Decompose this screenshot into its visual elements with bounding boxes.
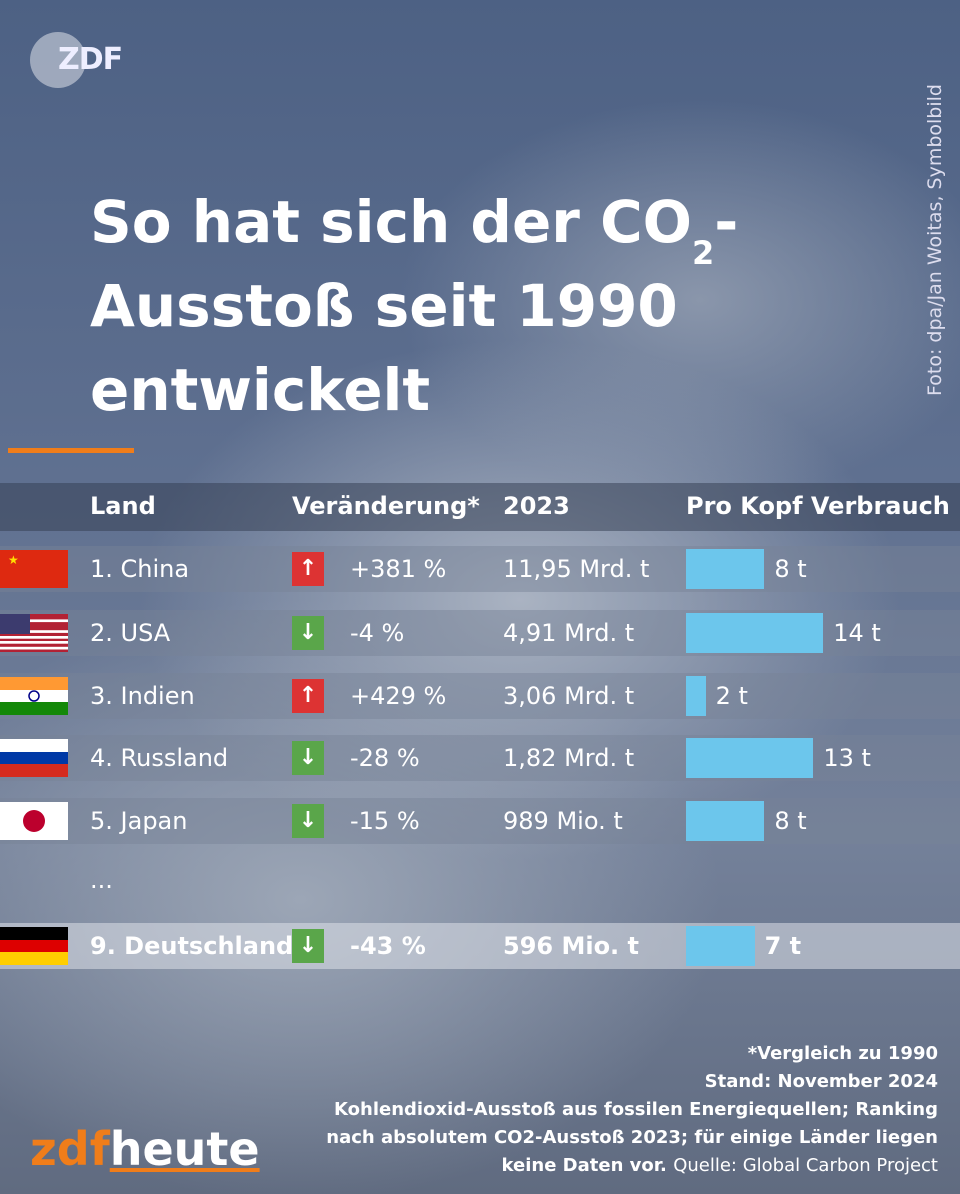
change: +381 %	[350, 555, 447, 583]
per-capita-label: 8 t	[774, 555, 807, 583]
trend-arrow: ↑	[292, 552, 324, 586]
flag	[0, 739, 68, 781]
per-capita-label: 2 t	[715, 682, 748, 710]
per-capita-label: 14 t	[833, 619, 881, 647]
logo: ZDF	[58, 42, 123, 77]
emissions: 3,06 Mrd. t	[503, 682, 635, 710]
change: +429 %	[350, 682, 447, 710]
flag-icon: ★	[0, 550, 68, 588]
country: 5. Japan	[90, 807, 188, 835]
table-row: 3. Indien ↑ +429 % 3,06 Mrd. t 2 t	[0, 673, 960, 719]
change: -15 %	[350, 807, 420, 835]
description-text: Kohlendioxid-Ausstoß aus fossilen Energi…	[326, 1099, 938, 1176]
title-subscript: 2	[691, 234, 715, 272]
country: 4. Russland	[90, 744, 229, 772]
flag-icon	[0, 614, 68, 661]
accent-line	[8, 448, 134, 453]
emissions: 989 Mio. t	[503, 807, 623, 835]
flag: ★	[0, 550, 68, 592]
emissions: 4,91 Mrd. t	[503, 619, 635, 647]
flag-icon	[0, 739, 68, 777]
footnote: *Vergleich zu 1990	[747, 1043, 938, 1064]
flag-icon	[0, 927, 68, 965]
per-capita-bar	[686, 613, 824, 653]
table-row: 2. USA ↓ -4 % 4,91 Mrd. t 14 t	[0, 610, 960, 661]
title-text: So hat sich der CO	[90, 188, 692, 256]
table-header: Land Veränderung* 2023 Pro Kopf Verbrauc…	[0, 483, 960, 531]
country: 3. Indien	[90, 682, 195, 710]
emissions: 11,95 Mrd. t	[503, 555, 650, 583]
country: 2. USA	[90, 619, 171, 647]
header-cell: 2023	[503, 492, 570, 520]
flag	[0, 802, 68, 844]
photo-credit-text: Foto: dpa/Jan Woitas, Symbolbild	[924, 84, 946, 396]
per-capita-bar	[686, 738, 814, 778]
flag-icon	[0, 677, 68, 715]
emissions: 1,82 Mrd. t	[503, 744, 635, 772]
source: Quelle: Global Carbon Project	[673, 1155, 938, 1176]
country: 9. Deutschland	[90, 932, 294, 960]
svg-text:★: ★	[8, 553, 19, 567]
header-cell: Land	[90, 492, 156, 520]
header-cell: Veränderung*	[292, 492, 480, 520]
table-row: ★ 1. China ↑ +381 % 11,95 Mrd. t 8 t	[0, 546, 960, 592]
emissions: 596 Mio. t	[503, 932, 639, 960]
title-line: entwickelt	[90, 356, 431, 424]
trend-arrow: ↓	[292, 616, 324, 650]
title-line: So hat sich der CO2-	[90, 188, 738, 272]
brand-a: zdf	[30, 1122, 110, 1176]
ellipsis: ...	[90, 866, 113, 894]
table-row: 4. Russland ↓ -28 % 1,82 Mrd. t 13 t	[0, 735, 960, 781]
per-capita-label: 8 t	[774, 807, 807, 835]
brand: zdfheute	[30, 1122, 260, 1176]
flag	[0, 927, 68, 969]
flag	[0, 614, 68, 661]
brand-b: heute	[109, 1122, 260, 1176]
table-row: 5. Japan ↓ -15 % 989 Mio. t 8 t	[0, 798, 960, 844]
trend-arrow: ↑	[292, 679, 324, 713]
trend-arrow: ↓	[292, 741, 324, 775]
per-capita-label: 7 t	[764, 932, 802, 960]
table-row: 9. Deutschland ↓ -43 % 596 Mio. t 7 t	[0, 923, 960, 969]
per-capita-bar	[686, 801, 765, 841]
per-capita-bar	[686, 549, 765, 589]
change: -4 %	[350, 619, 405, 647]
country: 1. China	[90, 555, 190, 583]
flag	[0, 677, 68, 719]
change: -43 %	[350, 932, 426, 960]
title-text: -	[714, 188, 739, 256]
header-cell: Pro Kopf Verbrauch	[686, 492, 950, 520]
per-capita-bar	[686, 676, 706, 716]
title-line: Ausstoß seit 1990	[90, 272, 678, 340]
logo-circle	[30, 32, 86, 88]
trend-arrow: ↓	[292, 804, 324, 838]
description: Kohlendioxid-Ausstoß aus fossilen Energi…	[298, 1096, 938, 1180]
trend-arrow: ↓	[292, 929, 324, 963]
date: Stand: November 2024	[704, 1071, 938, 1092]
per-capita-label: 13 t	[823, 744, 871, 772]
flag-icon	[0, 802, 68, 840]
change: -28 %	[350, 744, 420, 772]
per-capita-bar	[686, 926, 755, 966]
